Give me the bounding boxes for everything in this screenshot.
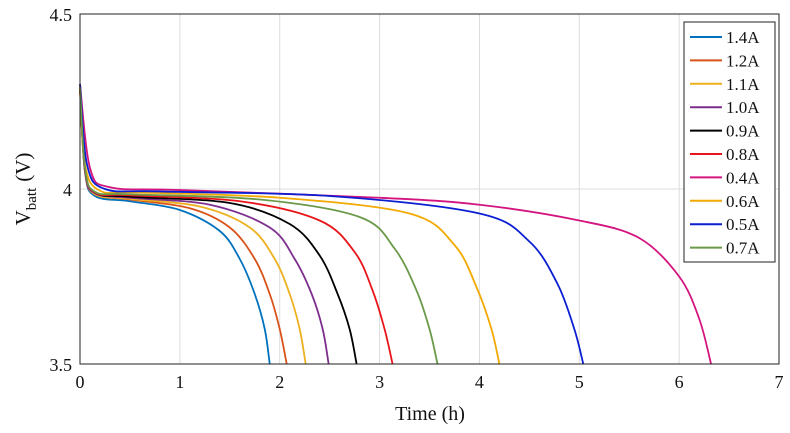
y-axis-label: Vbatt (V) <box>11 153 40 226</box>
series-line-0.5A <box>79 83 585 365</box>
x-tick-label: 3 <box>375 372 384 392</box>
legend-label: 0.5A <box>726 215 760 234</box>
x-tick-label: 1 <box>175 372 184 392</box>
legend: 1.4A 1.2A 1.1A 1.0A 0.9A 0.8A 0.4A 0.6A 0.5A 0.7A <box>683 21 776 263</box>
legend-label: 0.8A <box>726 145 760 164</box>
y-label-main: V <box>11 210 35 225</box>
series-line-0.4A <box>79 83 712 365</box>
series-line-0.9A <box>79 87 358 365</box>
y-label-unit: (V) <box>11 153 35 182</box>
x-tick-label: 0 <box>76 372 85 392</box>
series-line-0.6A <box>79 83 501 365</box>
y-tick-label: 4 <box>63 180 72 200</box>
legend-box <box>683 21 776 263</box>
y-axis-label-text: Vbatt (V) <box>11 153 40 226</box>
x-tick-label: 6 <box>675 372 684 392</box>
series-line-0.7A <box>79 87 439 365</box>
legend-label: 0.4A <box>726 168 760 187</box>
tick-labels: 0 1 2 3 4 5 6 7 3.5 4 4.5 <box>50 5 784 392</box>
plot-frame <box>79 13 780 365</box>
y-label-sub: batt <box>24 187 40 210</box>
series-line-1.1A <box>79 90 307 365</box>
legend-label: 0.9A <box>726 122 760 141</box>
legend-label: 0.6A <box>726 192 760 211</box>
series-line-1.4A <box>79 83 271 365</box>
x-tick-label: 2 <box>275 372 284 392</box>
y-tick-label: 3.5 <box>50 355 73 375</box>
legend-label: 1.2A <box>726 51 760 70</box>
legend-label: 1.0A <box>726 98 760 117</box>
x-tick-label: 7 <box>775 372 784 392</box>
x-tick-label: 4 <box>475 372 484 392</box>
x-axis-label: Time (h) <box>395 403 465 425</box>
legend-label: 1.1A <box>726 75 760 94</box>
series-line-0.8A <box>79 87 394 365</box>
legend-label: 1.4A <box>726 28 760 47</box>
series-lines <box>79 83 712 365</box>
x-tick-label: 5 <box>575 372 584 392</box>
y-tick-label: 4.5 <box>50 5 73 25</box>
grid <box>80 14 779 364</box>
legend-label: 0.7A <box>726 239 760 258</box>
series-line-1.2A <box>79 90 288 365</box>
